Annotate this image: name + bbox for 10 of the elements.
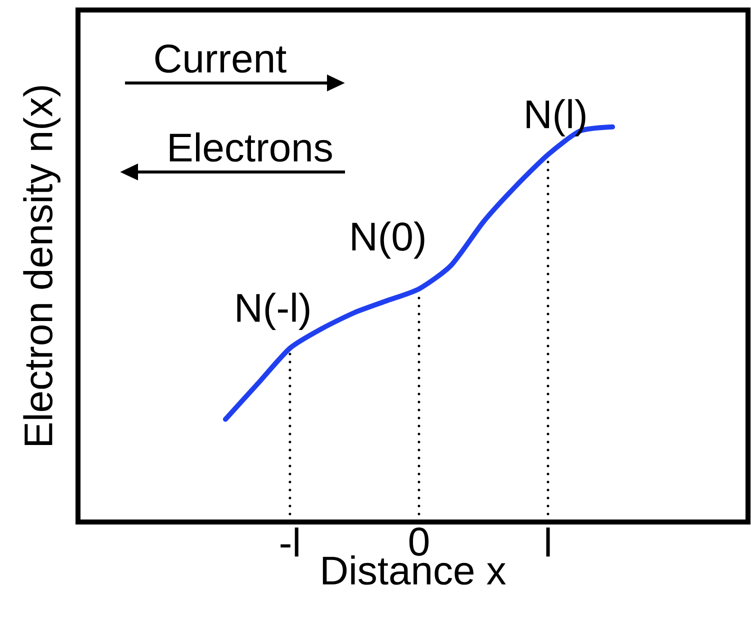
y-axis-title: Electron density n(x) — [23, 86, 60, 446]
x-axis-title: Distance x — [322, 555, 506, 585]
x-tick-label: l — [546, 528, 550, 557]
x-tick-label: -l — [280, 528, 298, 557]
x-tick-label: 0 — [409, 528, 429, 556]
annotation: N(-l) — [237, 292, 310, 330]
annotation: N(l) — [526, 99, 586, 136]
text: Current — [155, 44, 286, 73]
annotation: N(0) — [352, 221, 424, 259]
annotation: Electrons — [170, 132, 332, 162]
